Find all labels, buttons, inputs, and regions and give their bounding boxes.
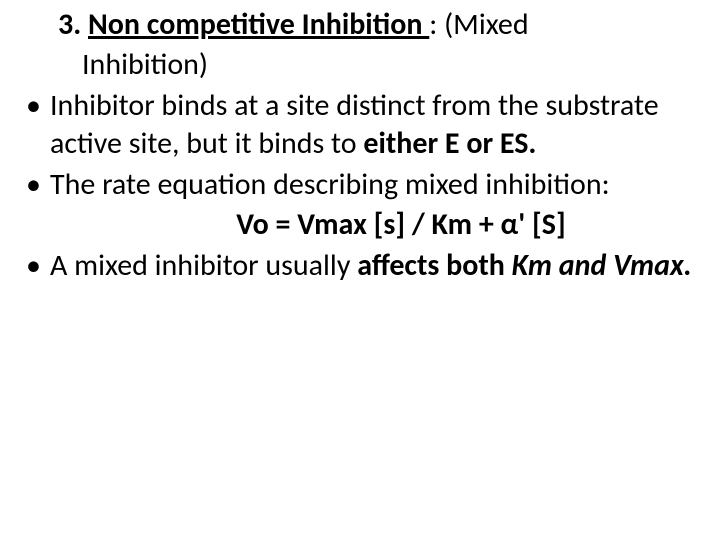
- bullet-list: Inhibitor binds at a site distinct from …: [8, 87, 712, 285]
- bullet-text-bold: either E or ES.: [363, 125, 536, 162]
- heading-after: : (Mixed: [429, 6, 528, 43]
- rate-equation: Vo = Vmax [s] / Km + α' [S]: [50, 206, 712, 244]
- slide-heading-line1: 3. Non competitive Inhibition : (Mixed: [8, 6, 712, 44]
- list-item: Inhibitor binds at a site distinct from …: [26, 87, 712, 164]
- slide-heading-line2: Inhibition): [8, 46, 712, 84]
- bullet-text: The rate equation describing mixed inhib…: [50, 166, 610, 203]
- bullet-text: A mixed inhibitor usually: [50, 247, 357, 284]
- bullet-text-bold-italic: Km and Vmax.: [512, 247, 692, 284]
- slide-body: 3. Non competitive Inhibition : (Mixed I…: [0, 0, 720, 540]
- heading-title: Non competitive Inhibition: [88, 6, 429, 43]
- list-item: The rate equation describing mixed inhib…: [26, 166, 712, 245]
- heading-number: 3.: [58, 6, 81, 43]
- bullet-text: Inhibitor binds at a site distinct from …: [50, 87, 659, 162]
- list-item: A mixed inhibitor usually affects both K…: [26, 247, 712, 285]
- bullet-text-bold: affects both: [357, 247, 511, 284]
